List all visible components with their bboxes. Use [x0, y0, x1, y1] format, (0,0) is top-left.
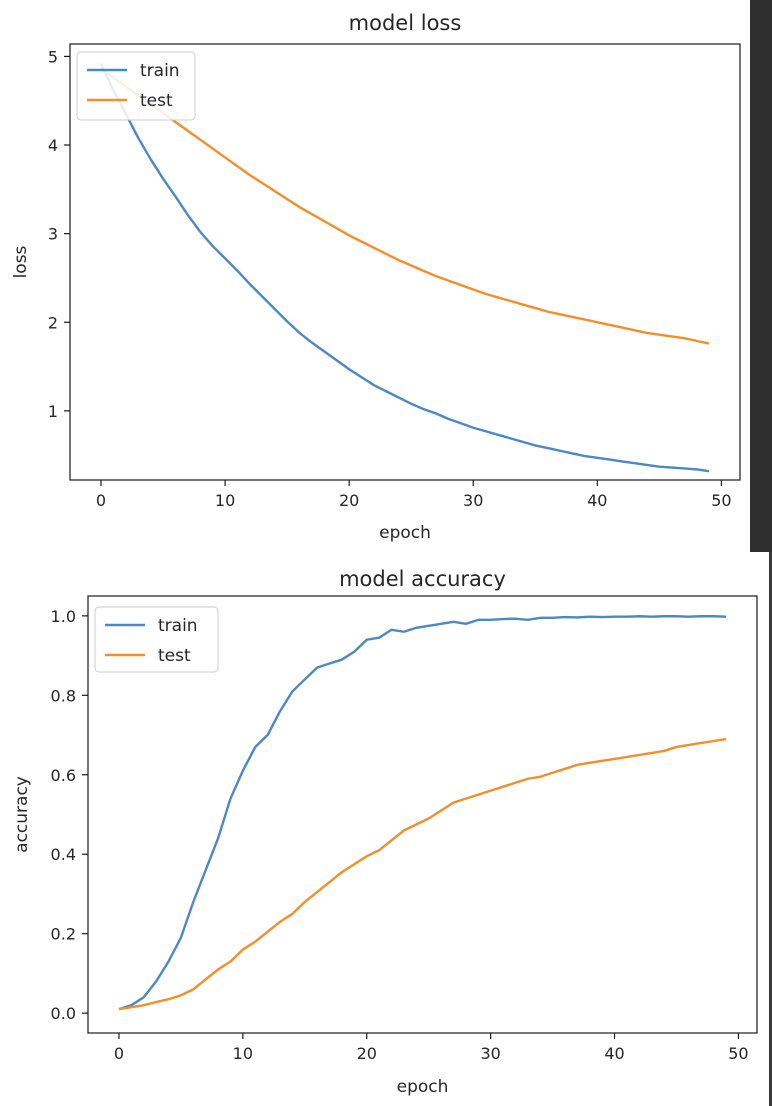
y-tick-label: 3	[48, 225, 58, 244]
legend-label-test: test	[158, 646, 191, 666]
legend-box	[94, 606, 219, 673]
legend-label-train: train	[158, 616, 198, 636]
y-tick-label: 0.2	[51, 925, 76, 944]
y-axis-title: accuracy	[12, 776, 32, 853]
y-tick-label: 0.4	[51, 845, 76, 864]
x-tick-label: 0	[114, 1044, 124, 1063]
chart-title: model accuracy	[339, 567, 506, 591]
series-line-train	[118, 615, 727, 1011]
x-tick-label: 50	[711, 491, 731, 510]
x-tick-label: 30	[480, 1044, 500, 1063]
chart-title: model loss	[349, 11, 462, 35]
y-tick-label: 1.0	[51, 607, 76, 626]
x-axis-title: epoch	[397, 1077, 449, 1097]
y-axis-title: loss	[11, 245, 31, 278]
y-tick-label: 0.6	[51, 766, 76, 785]
x-tick-label: 30	[463, 491, 483, 510]
x-tick-label: 20	[339, 491, 359, 510]
plot-frame	[87, 595, 758, 1034]
x-tick-label: 0	[96, 491, 106, 510]
x-tick-label: 10	[233, 1044, 253, 1063]
y-tick-label: 0.0	[51, 1004, 76, 1023]
x-tick-label: 10	[215, 491, 235, 510]
x-tick-label: 50	[728, 1044, 748, 1063]
x-tick-label: 20	[357, 1044, 377, 1063]
x-tick-label: 40	[587, 491, 607, 510]
accuracy-chart: model accuracy 0 10 20 30 40 50 0.0 0.2 0.4 0.6 0.8…	[12, 567, 758, 1097]
x-tick-label: 40	[604, 1044, 624, 1063]
x-axis-title: epoch	[379, 523, 431, 543]
y-tick-label: 2	[48, 313, 58, 332]
series-line-train	[99, 62, 710, 473]
series-line-test	[100, 67, 710, 345]
series-line-test	[118, 737, 727, 1011]
y-tick-label: 5	[48, 47, 58, 66]
window-edge-bar	[750, 0, 772, 552]
y-tick-label: 4	[48, 136, 58, 155]
legend-label-train: train	[140, 61, 180, 81]
plot-frame	[69, 43, 741, 481]
loss-chart: model loss 0 10 20 30 40 50 1 2 3 4 5 epoch loss train…	[11, 11, 741, 543]
legend-label-test: test	[140, 91, 173, 111]
y-tick-label: 0.8	[51, 686, 76, 705]
y-tick-label: 1	[48, 402, 58, 421]
window-edge-strip	[769, 552, 772, 1106]
